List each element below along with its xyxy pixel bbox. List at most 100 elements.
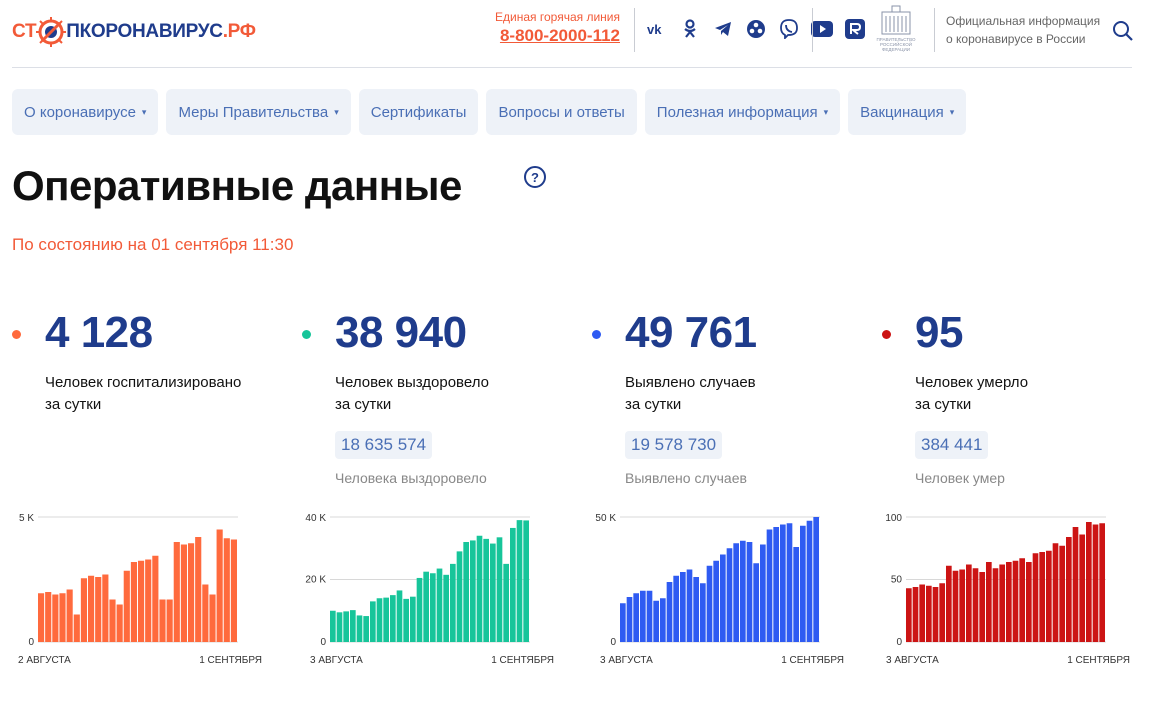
chart-bar[interactable]: [666, 582, 673, 642]
chart-bar[interactable]: [376, 598, 383, 642]
chart-bar[interactable]: [450, 563, 456, 642]
chart-bar[interactable]: [330, 610, 336, 642]
chart-bar[interactable]: [59, 593, 66, 642]
chart-bar[interactable]: [653, 600, 659, 642]
chart-bar[interactable]: [1052, 543, 1059, 642]
chart-bar[interactable]: [145, 559, 152, 643]
hotline-number-link[interactable]: 8-800-2000-112: [499, 26, 620, 45]
chart-bar[interactable]: [1079, 534, 1085, 643]
chart-bar[interactable]: [660, 598, 666, 642]
chart-bar[interactable]: [180, 544, 187, 643]
chart-bar[interactable]: [673, 575, 679, 642]
chart-bar[interactable]: [370, 601, 376, 642]
odnoklassniki-icon[interactable]: [679, 18, 701, 40]
chart-bar[interactable]: [646, 590, 653, 642]
chart-bar[interactable]: [1059, 545, 1065, 642]
chart-bar[interactable]: [396, 590, 403, 642]
chart-bar[interactable]: [363, 616, 369, 642]
chart-bar[interactable]: [436, 568, 443, 642]
chart-bar[interactable]: [626, 597, 633, 642]
chart-bar[interactable]: [713, 560, 719, 642]
chart-bar[interactable]: [1012, 560, 1019, 642]
chart-bar[interactable]: [813, 517, 819, 642]
chart-bar[interactable]: [356, 615, 363, 642]
chart-bar[interactable]: [195, 537, 202, 642]
chart-bar[interactable]: [992, 568, 999, 642]
chart-bar[interactable]: [740, 540, 746, 642]
chart-bar[interactable]: [166, 599, 173, 643]
chart-bar[interactable]: [336, 612, 343, 642]
chart-bar[interactable]: [510, 527, 516, 642]
chart-bar[interactable]: [102, 574, 109, 643]
chart-bar[interactable]: [733, 543, 739, 642]
chart-bar[interactable]: [223, 538, 230, 642]
chart-bar[interactable]: [620, 603, 626, 642]
help-icon[interactable]: ?: [524, 166, 546, 188]
chart-bar[interactable]: [416, 577, 423, 642]
chart-bar[interactable]: [1086, 522, 1092, 642]
chart-bar[interactable]: [1019, 558, 1025, 642]
search-icon[interactable]: [1112, 20, 1134, 42]
chart-bar[interactable]: [1006, 562, 1012, 642]
telegram-icon[interactable]: [712, 18, 734, 40]
chart-bar[interactable]: [1092, 524, 1099, 643]
chart-bar[interactable]: [350, 610, 356, 642]
chart-bar[interactable]: [1039, 552, 1045, 642]
chart-bar[interactable]: [1072, 527, 1079, 642]
chart-bar[interactable]: [1099, 523, 1105, 642]
chart-bar[interactable]: [443, 574, 449, 642]
chart-bar[interactable]: [38, 593, 45, 642]
chart-bar[interactable]: [45, 592, 52, 642]
chart-bar[interactable]: [926, 585, 932, 642]
chart-bar[interactable]: [773, 527, 779, 642]
chart-bar[interactable]: [123, 570, 130, 642]
nav-item-about-coronavirus[interactable]: О коронавирусе ▾: [12, 89, 159, 135]
rutube-icon[interactable]: [844, 18, 866, 40]
tiktok-icon[interactable]: [745, 18, 767, 40]
chart-bar[interactable]: [188, 543, 195, 642]
chart-bar[interactable]: [912, 587, 919, 642]
chart-bar[interactable]: [633, 593, 639, 642]
chart-bar[interactable]: [640, 590, 646, 642]
chart-bar[interactable]: [806, 520, 813, 642]
chart-bar[interactable]: [383, 597, 389, 642]
chart-bar[interactable]: [159, 599, 166, 643]
chart-bar[interactable]: [1026, 562, 1032, 642]
site-logo[interactable]: СТ ПКОРОНАВИРУС .РФ: [12, 16, 256, 48]
chart-bar[interactable]: [209, 594, 216, 643]
chart-bar[interactable]: [496, 537, 503, 642]
vk-icon[interactable]: vk: [646, 18, 668, 40]
chart-bar[interactable]: [693, 577, 699, 642]
nav-item-faq[interactable]: Вопросы и ответы: [486, 89, 637, 135]
government-emblem[interactable]: ПРАВИТЕЛЬСТВО РОССИЙСКОЙ ФЕДЕРАЦИИ: [876, 4, 916, 54]
chart-bar[interactable]: [720, 554, 726, 643]
chart-bar[interactable]: [919, 584, 925, 643]
nav-item-useful-info[interactable]: Полезная информация ▾: [644, 89, 841, 135]
chart-bar[interactable]: [202, 584, 209, 643]
chart-bar[interactable]: [686, 569, 693, 643]
chart-bar[interactable]: [52, 594, 59, 643]
chart-bar[interactable]: [746, 542, 753, 642]
chart-bar[interactable]: [726, 548, 733, 642]
chart-bar[interactable]: [130, 562, 137, 642]
chart-bar[interactable]: [760, 544, 766, 643]
chart-bar[interactable]: [456, 551, 463, 642]
chart-bar[interactable]: [523, 520, 529, 642]
nav-item-certificates[interactable]: Сертификаты: [358, 89, 479, 135]
chart-bar[interactable]: [979, 572, 985, 642]
chart-bar[interactable]: [80, 578, 87, 642]
chart-bar[interactable]: [706, 565, 713, 642]
chart-bar[interactable]: [1046, 550, 1052, 642]
chart-bar[interactable]: [1032, 553, 1039, 642]
chart-bar[interactable]: [972, 568, 979, 642]
chart-bar[interactable]: [483, 538, 489, 642]
chart-bar[interactable]: [800, 525, 806, 642]
chart-bar[interactable]: [780, 524, 786, 643]
chart-bar[interactable]: [152, 555, 159, 642]
chart-bar[interactable]: [343, 611, 349, 642]
chart-bar[interactable]: [390, 595, 396, 642]
chart-bar[interactable]: [216, 529, 223, 643]
chart-bar[interactable]: [410, 596, 416, 642]
chart-bar[interactable]: [503, 563, 509, 642]
chart-bar[interactable]: [906, 588, 912, 642]
